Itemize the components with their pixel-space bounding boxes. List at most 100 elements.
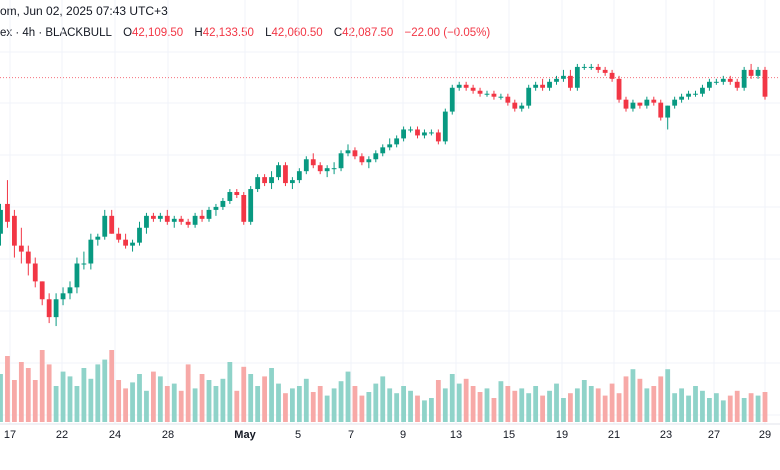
- candle-body: [220, 200, 226, 207]
- volume-bar: [53, 386, 59, 422]
- candle-body: [192, 215, 198, 225]
- candle-body: [568, 75, 573, 88]
- volume-bar: [331, 388, 337, 422]
- volume-bar: [366, 392, 372, 422]
- candle-body: [60, 293, 66, 300]
- legend-low-label: L: [265, 27, 272, 39]
- candle-body: [366, 159, 372, 163]
- candle-body: [310, 159, 316, 166]
- volume-bars: [0, 350, 768, 422]
- candle-body: [32, 263, 38, 282]
- candle-body: [644, 99, 650, 106]
- volume-bar: [185, 364, 191, 422]
- candle-body: [151, 215, 156, 219]
- candle-body: [387, 144, 393, 148]
- time-tick-label: 21: [608, 429, 620, 441]
- candle-body: [602, 69, 608, 73]
- volume-bar: [276, 383, 281, 422]
- candle-body: [81, 263, 87, 265]
- volume-bar: [693, 386, 698, 422]
- legend-open-value: 42,109.50: [132, 27, 184, 39]
- volume-bar: [762, 392, 768, 422]
- volume-bar: [574, 388, 580, 422]
- legend-symbol[interactable]: ex · 4h · BLACKBULL: [0, 27, 112, 39]
- volume-bar: [352, 386, 358, 422]
- candle-body: [5, 203, 10, 222]
- volume-bar: [67, 376, 73, 422]
- candle-body: [442, 111, 448, 142]
- volume-bar: [359, 395, 365, 422]
- candle-body: [67, 287, 73, 294]
- candle-body: [498, 96, 504, 98]
- candle-body: [540, 84, 545, 88]
- candle-body: [352, 150, 358, 157]
- volume-bar: [283, 393, 288, 422]
- volume-bar: [686, 395, 691, 422]
- volume-bar: [734, 390, 740, 422]
- volume-bar: [5, 356, 10, 422]
- chart-grid: [0, 0, 780, 424]
- candle-body: [164, 215, 170, 222]
- volume-bar: [387, 388, 393, 422]
- volume-bar: [18, 362, 24, 422]
- volume-bar: [456, 383, 462, 422]
- volume-bar: [151, 371, 156, 422]
- candle-body: [95, 236, 101, 240]
- volume-bar: [296, 386, 302, 422]
- volume-bar: [109, 350, 115, 422]
- legend-close-value: 42,087.50: [342, 27, 394, 39]
- volume-bar: [609, 383, 615, 422]
- volume-bar: [561, 398, 566, 422]
- volume-bar: [533, 386, 539, 422]
- volume-bar: [679, 388, 684, 422]
- volume-bar: [540, 395, 545, 422]
- candle-body: [359, 156, 365, 163]
- candle-body: [276, 165, 281, 178]
- time-tick-label: 22: [56, 429, 68, 441]
- volume-bar: [338, 381, 344, 422]
- volume-bar: [595, 388, 601, 422]
- volume-bar: [394, 393, 400, 422]
- candle-body: [290, 180, 295, 184]
- candle-body: [435, 132, 441, 142]
- time-tick-label: 29: [759, 429, 771, 441]
- volume-bar: [463, 378, 469, 422]
- candle-body: [672, 99, 678, 106]
- time-tick-label: 7: [348, 429, 354, 441]
- time-tick-label: 17: [4, 429, 16, 441]
- candle-body: [505, 96, 511, 103]
- candle-body: [401, 129, 406, 139]
- volume-bar: [227, 362, 233, 422]
- volume-bar: [310, 392, 316, 422]
- time-tick-label: 27: [708, 429, 720, 441]
- candle-body: [408, 129, 413, 131]
- volume-bar: [727, 395, 733, 422]
- volume-bar: [317, 386, 323, 422]
- volume-bar: [32, 380, 38, 422]
- time-tick-label: 15: [503, 429, 515, 441]
- candle-body: [283, 165, 288, 184]
- candle-body: [39, 281, 45, 300]
- volume-bar: [519, 388, 525, 422]
- volume-bar: [0, 374, 3, 422]
- volume-bar: [484, 388, 490, 422]
- candle-body: [581, 66, 587, 68]
- candle-body: [12, 215, 17, 246]
- volume-bar: [303, 378, 309, 422]
- volume-bar: [74, 386, 80, 422]
- candle-body: [157, 215, 163, 219]
- volume-bar: [137, 374, 142, 422]
- volume-bar: [644, 388, 650, 422]
- candle-body: [429, 132, 434, 134]
- candle-body: [512, 102, 518, 109]
- candle-body: [227, 192, 233, 201]
- volume-bar: [81, 368, 87, 422]
- candle-body: [144, 215, 149, 228]
- candle-body: [588, 66, 594, 68]
- candle-body: [665, 105, 671, 118]
- volume-bar: [630, 369, 636, 422]
- candle-body: [234, 192, 240, 195]
- candle-body: [651, 99, 657, 103]
